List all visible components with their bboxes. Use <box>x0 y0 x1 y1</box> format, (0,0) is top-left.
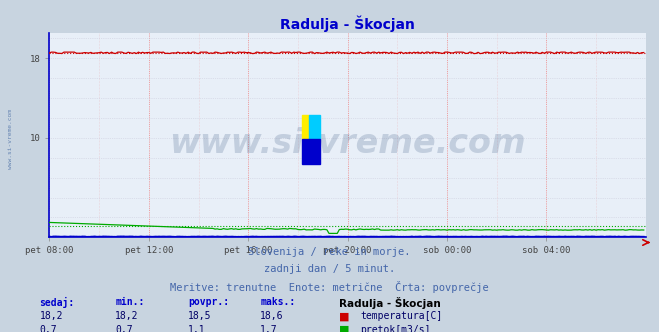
Text: 18,2: 18,2 <box>115 311 139 321</box>
Text: zadnji dan / 5 minut.: zadnji dan / 5 minut. <box>264 264 395 274</box>
Text: temperatura[C]: temperatura[C] <box>360 311 443 321</box>
Text: pretok[m3/s]: pretok[m3/s] <box>360 325 431 332</box>
Text: maks.:: maks.: <box>260 297 295 307</box>
Text: 0,7: 0,7 <box>115 325 133 332</box>
Text: 1,1: 1,1 <box>188 325 206 332</box>
Text: 18,2: 18,2 <box>40 311 63 321</box>
Title: Radulja - Škocjan: Radulja - Škocjan <box>280 16 415 32</box>
Text: 18,5: 18,5 <box>188 311 212 321</box>
Text: Meritve: trenutne  Enote: metrične  Črta: povprečje: Meritve: trenutne Enote: metrične Črta: … <box>170 281 489 292</box>
Text: povpr.:: povpr.: <box>188 297 229 307</box>
Polygon shape <box>302 139 320 164</box>
Polygon shape <box>309 115 320 139</box>
Text: www.si-vreme.com: www.si-vreme.com <box>8 110 13 169</box>
Text: ■: ■ <box>339 325 350 332</box>
Text: min.:: min.: <box>115 297 145 307</box>
Text: sedaj:: sedaj: <box>40 297 74 308</box>
Text: 1,7: 1,7 <box>260 325 278 332</box>
Polygon shape <box>302 115 309 139</box>
Text: 0,7: 0,7 <box>40 325 57 332</box>
Text: 18,6: 18,6 <box>260 311 284 321</box>
Text: ■: ■ <box>339 311 350 321</box>
Text: Radulja - Škocjan: Radulja - Škocjan <box>339 297 441 309</box>
Text: www.si-vreme.com: www.si-vreme.com <box>169 127 526 160</box>
Text: Slovenija / reke in morje.: Slovenija / reke in morje. <box>248 247 411 257</box>
